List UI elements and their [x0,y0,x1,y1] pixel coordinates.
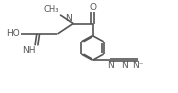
Text: N: N [107,61,113,70]
Text: N⁻: N⁻ [132,61,144,70]
Text: N: N [66,14,72,23]
Text: CH₃: CH₃ [44,5,59,14]
Text: HO: HO [6,29,20,39]
Text: O: O [89,3,96,12]
Text: NH: NH [22,46,36,55]
Text: N: N [121,61,127,70]
